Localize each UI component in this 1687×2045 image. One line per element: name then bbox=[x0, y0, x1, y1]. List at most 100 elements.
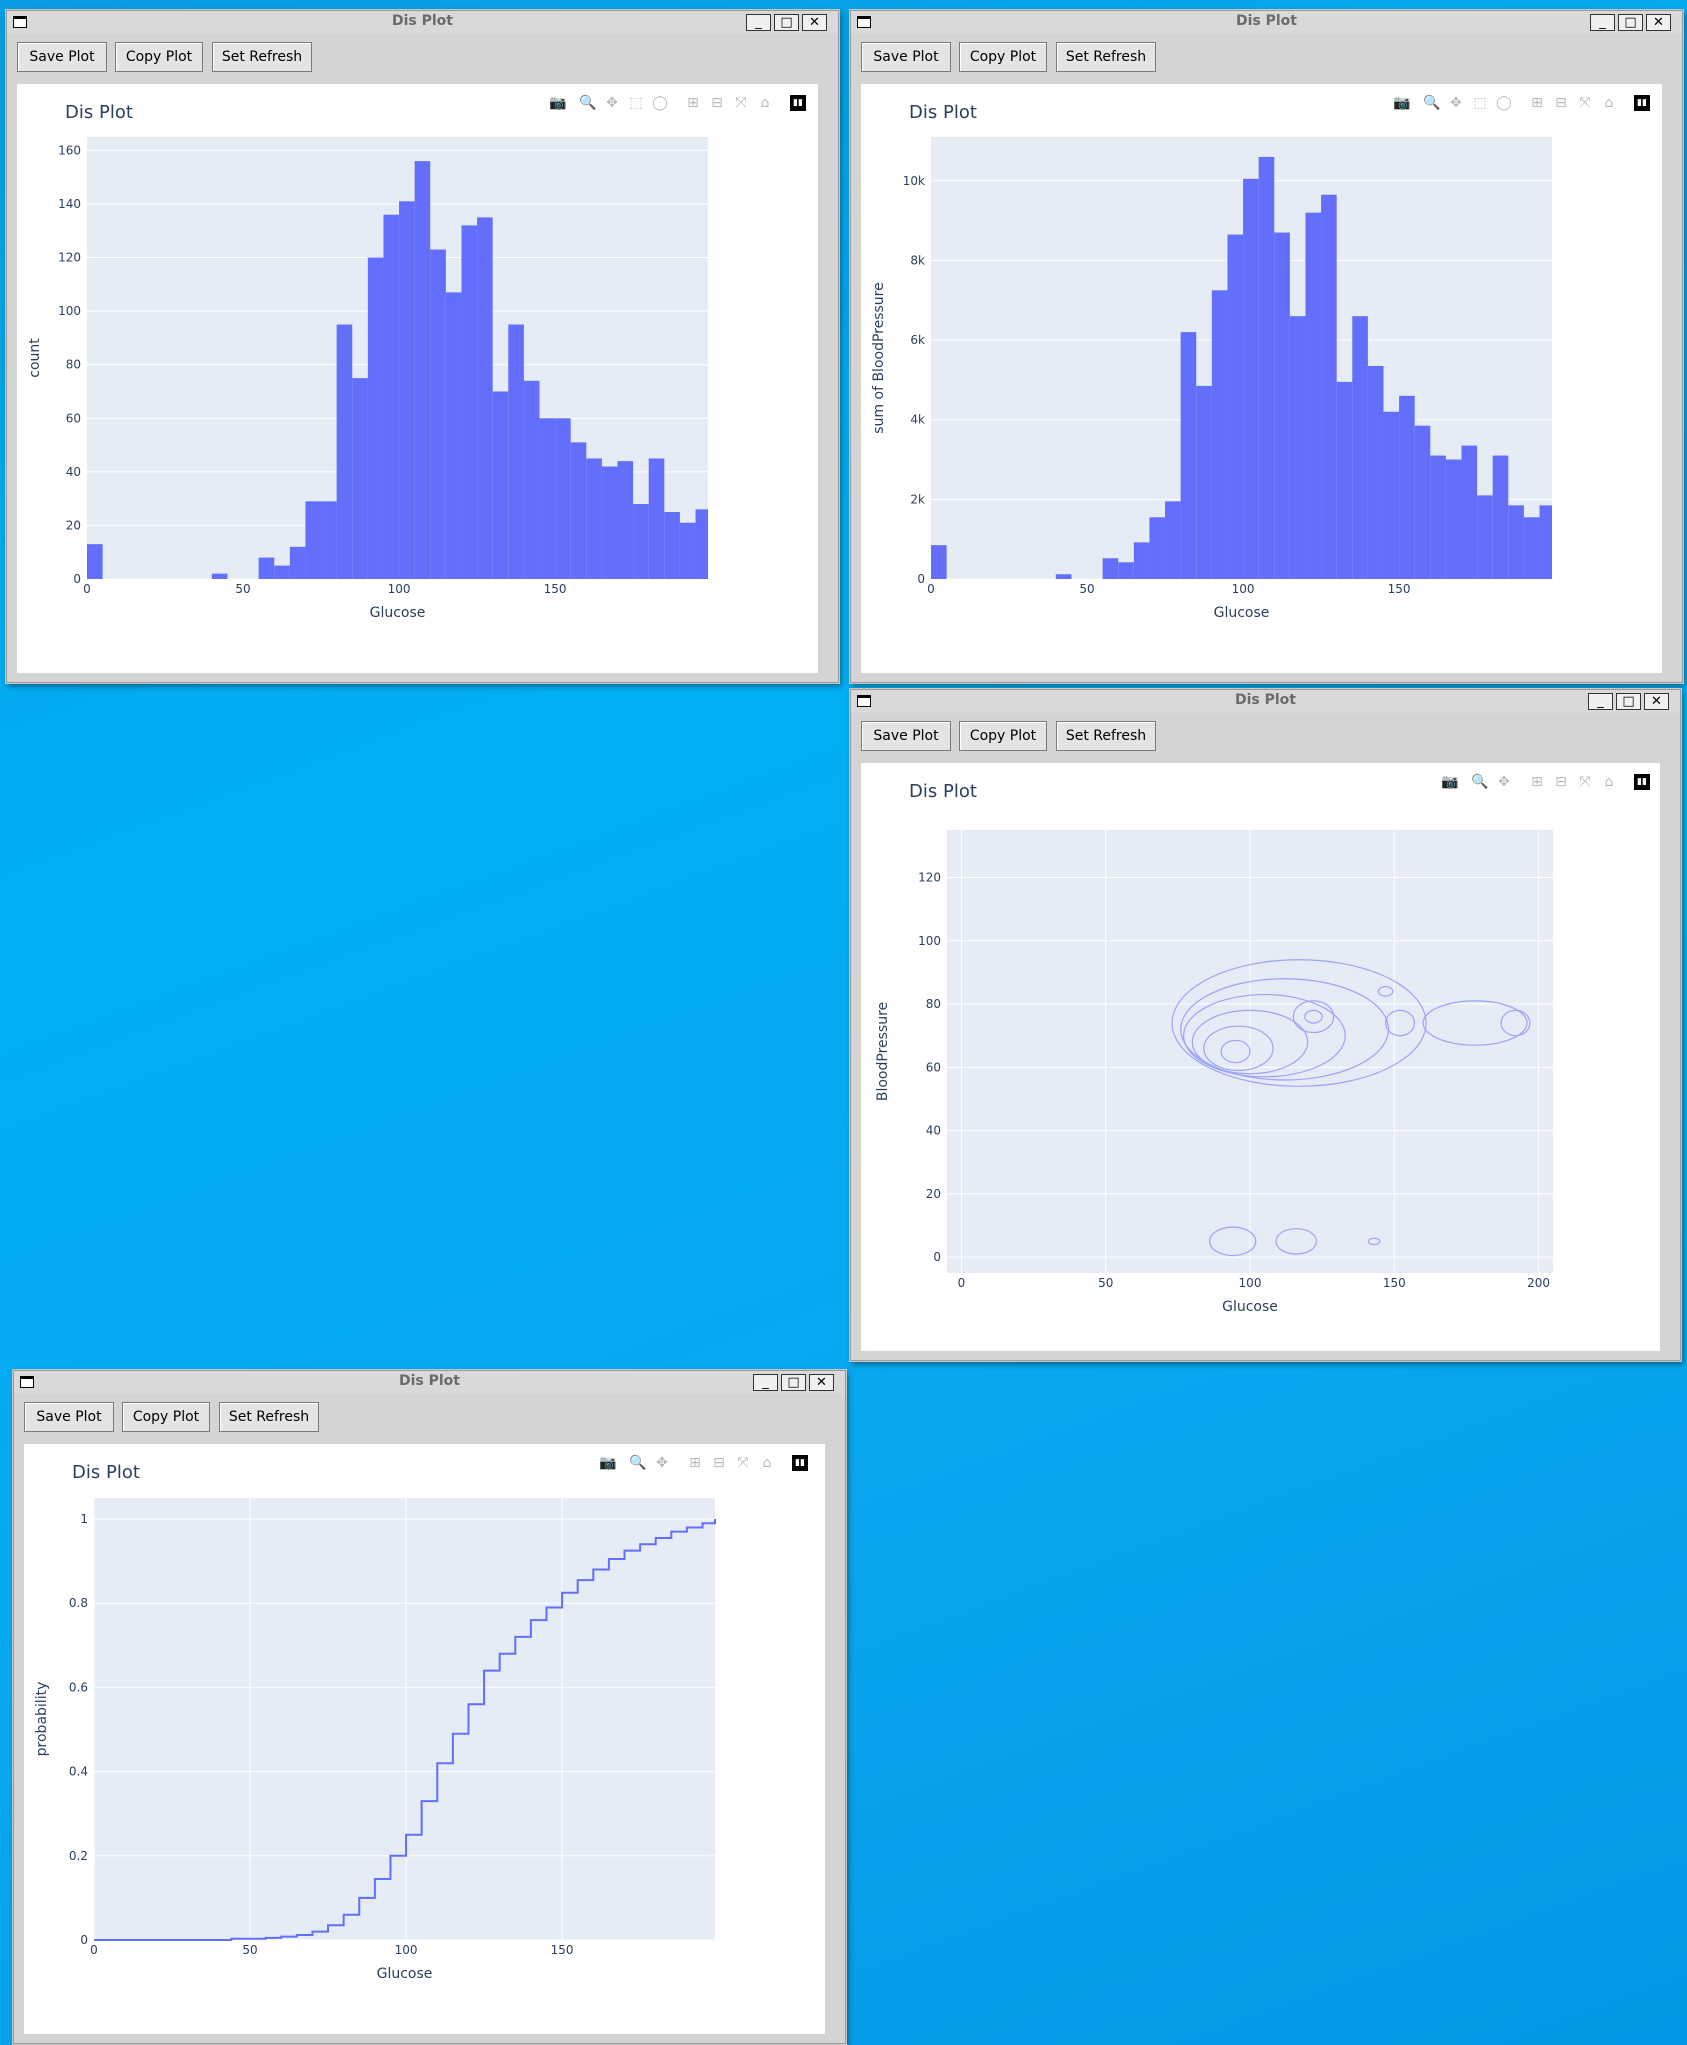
zoom-in-icon[interactable]: ⊞ bbox=[1531, 95, 1543, 111]
title-bar[interactable]: Dis Plot _ □ ✕ bbox=[851, 690, 1680, 713]
zoom-in-icon[interactable]: ⊞ bbox=[687, 95, 699, 111]
copy-plot-button[interactable]: Copy Plot bbox=[115, 42, 203, 72]
zoom-out-icon[interactable]: ⊟ bbox=[1555, 95, 1567, 111]
window-title: Dis Plot bbox=[392, 13, 453, 29]
histogram-bar bbox=[274, 565, 290, 579]
histogram-bar bbox=[1477, 495, 1493, 579]
window-menu-icon[interactable] bbox=[857, 695, 871, 707]
camera-icon[interactable]: 📷 bbox=[549, 95, 567, 111]
pan-icon[interactable]: ✥ bbox=[1498, 774, 1510, 790]
title-bar[interactable]: Dis Plot _ □ ✕ bbox=[14, 1371, 845, 1394]
x-tick-label: 50 bbox=[242, 1943, 257, 1957]
minimize-button[interactable]: _ bbox=[753, 1374, 778, 1391]
plotly-logo-icon[interactable]: ▮▮ bbox=[1634, 95, 1650, 111]
save-plot-button[interactable]: Save Plot bbox=[861, 721, 951, 751]
box-select-icon[interactable]: ⬚ bbox=[1473, 95, 1487, 111]
window-menu-icon[interactable] bbox=[13, 16, 27, 28]
pan-icon[interactable]: ✥ bbox=[656, 1455, 668, 1471]
pan-icon[interactable]: ✥ bbox=[1450, 95, 1462, 111]
plot-area[interactable]: Dis Plot 📷 🔍 ✥ ⬚ ◯ ⊞ ⊟ ⤧ ⌂ ▮▮ 0 2k 4k 6k 8k 1… bbox=[861, 84, 1662, 673]
histogram-bar bbox=[477, 217, 493, 579]
minimize-button[interactable]: _ bbox=[746, 14, 771, 31]
contour-line bbox=[1385, 1009, 1416, 1037]
density-contour-chart[interactable]: 0 20 40 60 80 100 120 0 50 100 150 200 Glucose BloodP… bbox=[861, 763, 1660, 1351]
maximize-button[interactable]: □ bbox=[774, 14, 799, 31]
autoscale-icon[interactable]: ⤧ bbox=[735, 95, 747, 111]
set-refresh-button[interactable]: Set Refresh bbox=[1056, 42, 1156, 72]
maximize-button[interactable]: □ bbox=[1616, 693, 1641, 710]
x-tick-label: 0 bbox=[958, 1276, 966, 1290]
histogram-chart[interactable]: 0 20 40 60 80 100 120 140 160 0 50 100 150 Glucose cou… bbox=[17, 84, 818, 673]
save-plot-button[interactable]: Save Plot bbox=[17, 42, 107, 72]
zoom-out-icon[interactable]: ⊟ bbox=[1555, 774, 1567, 790]
x-tick-label: 0 bbox=[83, 582, 91, 596]
histogram-bar bbox=[1305, 212, 1322, 579]
pan-icon[interactable]: ✥ bbox=[606, 95, 618, 111]
autoscale-icon[interactable]: ⤧ bbox=[737, 1455, 749, 1471]
save-plot-button[interactable]: Save Plot bbox=[861, 42, 951, 72]
reset-axes-icon[interactable]: ⌂ bbox=[762, 1455, 772, 1471]
close-button[interactable]: ✕ bbox=[809, 1374, 834, 1391]
zoom-icon[interactable]: 🔍 bbox=[629, 1455, 647, 1471]
histogram-bar bbox=[1055, 574, 1072, 579]
zoom-icon[interactable]: 🔍 bbox=[1423, 95, 1441, 111]
ecdf-chart[interactable]: 0 0.2 0.4 0.6 0.8 1 0 50 100 150 Glucose probabilit… bbox=[24, 1444, 825, 2034]
minimize-button[interactable]: _ bbox=[1588, 693, 1613, 710]
plot-area[interactable]: Dis Plot 📷 🔍 ✥ ⊞ ⊟ ⤧ ⌂ ▮▮ 0 0.2 0.4 0.6 0.8 1… bbox=[24, 1444, 825, 2034]
box-select-icon[interactable]: ⬚ bbox=[629, 95, 643, 111]
plotly-logo-icon[interactable]: ▮▮ bbox=[790, 95, 806, 111]
window-menu-icon[interactable] bbox=[857, 16, 871, 28]
set-refresh-button[interactable]: Set Refresh bbox=[1056, 721, 1156, 751]
copy-plot-button[interactable]: Copy Plot bbox=[122, 1402, 210, 1432]
autoscale-icon[interactable]: ⤧ bbox=[1579, 95, 1591, 111]
window-menu-icon[interactable] bbox=[20, 1376, 34, 1388]
plotly-logo-icon[interactable]: ▮▮ bbox=[1634, 774, 1650, 790]
y-tick-label: 60 bbox=[926, 1060, 941, 1074]
close-button[interactable]: ✕ bbox=[802, 14, 827, 31]
autoscale-icon[interactable]: ⤧ bbox=[1579, 774, 1591, 790]
contour-line bbox=[1171, 959, 1427, 1087]
camera-icon[interactable]: 📷 bbox=[1393, 95, 1411, 111]
histogram-bar bbox=[586, 458, 602, 579]
maximize-button[interactable]: □ bbox=[781, 1374, 806, 1391]
reset-axes-icon[interactable]: ⌂ bbox=[1604, 95, 1614, 111]
close-button[interactable]: ✕ bbox=[1646, 14, 1671, 31]
x-tick-label: 100 bbox=[388, 582, 411, 596]
histogram-bar bbox=[1383, 411, 1400, 579]
plotly-logo-icon[interactable]: ▮▮ bbox=[792, 1455, 808, 1471]
minimize-button[interactable]: _ bbox=[1590, 14, 1615, 31]
reset-axes-icon[interactable]: ⌂ bbox=[1604, 774, 1614, 790]
copy-plot-button[interactable]: Copy Plot bbox=[959, 721, 1047, 751]
plot-area[interactable]: Dis Plot 📷 🔍 ✥ ⊞ ⊟ ⤧ ⌂ ▮▮ 0 20 40 60 80 100 12… bbox=[861, 763, 1660, 1351]
set-refresh-button[interactable]: Set Refresh bbox=[212, 42, 312, 72]
y-tick-label: 160 bbox=[58, 143, 81, 157]
camera-icon[interactable]: 📷 bbox=[1441, 774, 1459, 790]
close-button[interactable]: ✕ bbox=[1644, 693, 1669, 710]
histogram-bar bbox=[1430, 455, 1446, 579]
lasso-icon[interactable]: ◯ bbox=[1496, 95, 1512, 111]
plot-area[interactable]: Dis Plot 📷 🔍 ✥ ⬚ ◯ ⊞ ⊟ ⤧ ⌂ ▮▮ 0 20 40 60 80 1… bbox=[17, 84, 818, 673]
camera-icon[interactable]: 📷 bbox=[599, 1455, 617, 1471]
zoom-out-icon[interactable]: ⊟ bbox=[711, 95, 723, 111]
lasso-icon[interactable]: ◯ bbox=[652, 95, 668, 111]
set-refresh-button[interactable]: Set Refresh bbox=[219, 1402, 319, 1432]
zoom-icon[interactable]: 🔍 bbox=[579, 95, 597, 111]
histogram-bar bbox=[1149, 517, 1166, 579]
x-tick-label: 50 bbox=[235, 582, 250, 596]
zoom-out-icon[interactable]: ⊟ bbox=[713, 1455, 725, 1471]
zoom-icon[interactable]: 🔍 bbox=[1471, 774, 1489, 790]
zoom-in-icon[interactable]: ⊞ bbox=[1531, 774, 1543, 790]
zoom-in-icon[interactable]: ⊞ bbox=[689, 1455, 701, 1471]
maximize-button[interactable]: □ bbox=[1618, 14, 1643, 31]
histogram-bar bbox=[1508, 505, 1524, 579]
reset-axes-icon[interactable]: ⌂ bbox=[760, 95, 770, 111]
y-tick-label: 100 bbox=[918, 934, 941, 948]
title-bar[interactable]: Dis Plot _ □ ✕ bbox=[7, 11, 838, 34]
histogram-sum-chart[interactable]: 0 2k 4k 6k 8k 10k 0 50 100 150 Glucose sum of Blood… bbox=[861, 84, 1662, 673]
copy-plot-button[interactable]: Copy Plot bbox=[959, 42, 1047, 72]
title-bar[interactable]: Dis Plot _ □ ✕ bbox=[851, 11, 1682, 34]
histogram-bar bbox=[1523, 517, 1540, 579]
plot-window-3: Dis Plot _ □ ✕ Save Plot Copy Plot Set R… bbox=[850, 689, 1681, 1361]
contour-line bbox=[1183, 993, 1346, 1078]
save-plot-button[interactable]: Save Plot bbox=[24, 1402, 114, 1432]
